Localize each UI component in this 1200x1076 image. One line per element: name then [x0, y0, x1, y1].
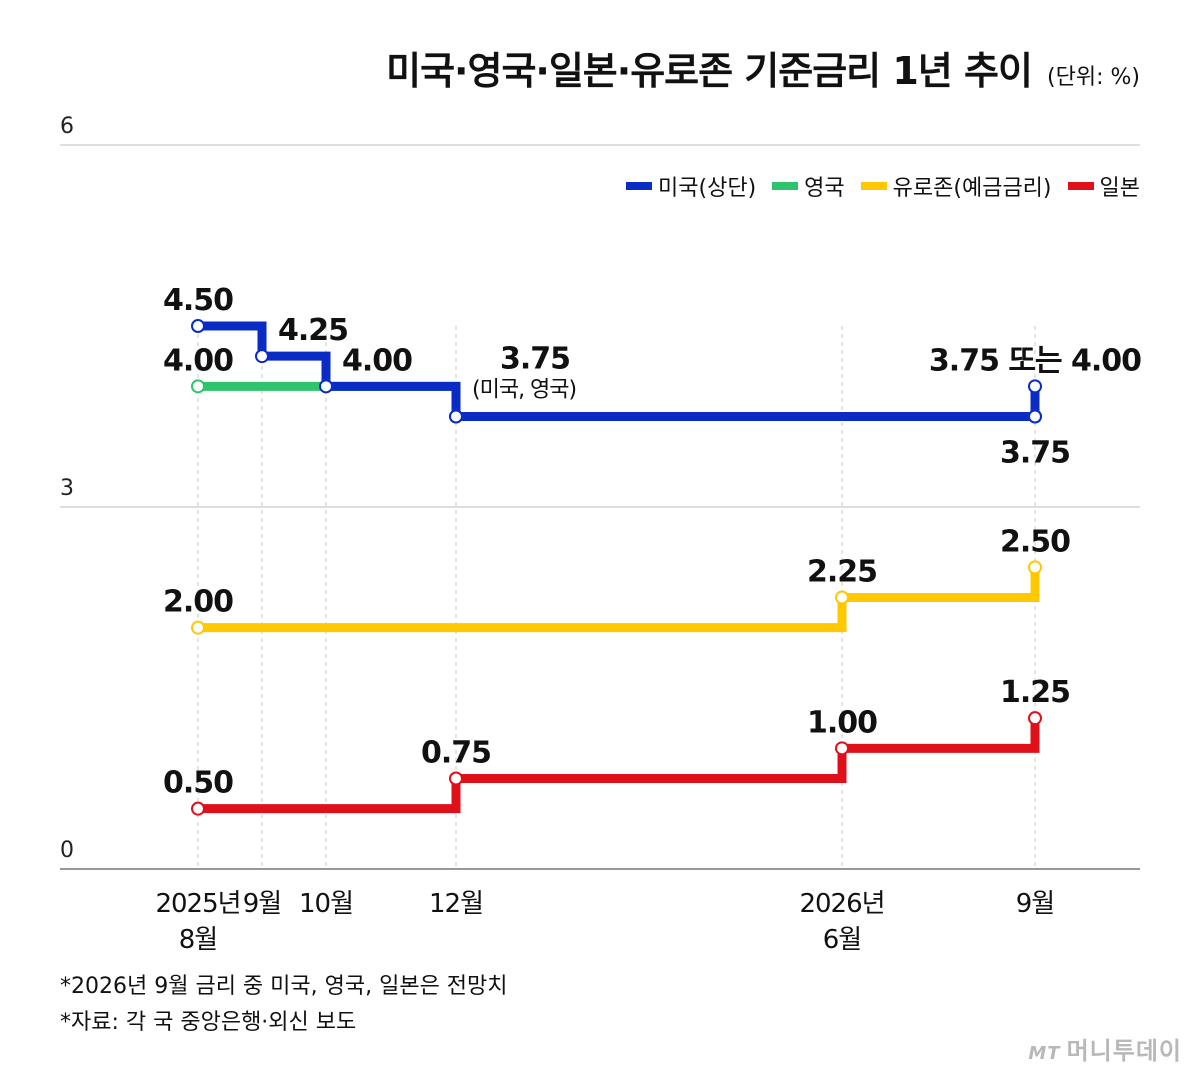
series-0-point	[255, 349, 269, 364]
x-tick-label: 6월	[823, 925, 861, 955]
legend: 미국(상단) 영국 유로존(예금금리) 일본	[626, 170, 1140, 202]
legend-label: 유로존(예금금리)	[892, 176, 1052, 201]
series-2-point	[835, 590, 849, 605]
legend-swatch	[860, 182, 887, 190]
series-2-point	[1028, 560, 1042, 575]
data-label: 4.25	[278, 313, 348, 348]
series-3-point	[191, 801, 205, 816]
legend-label: 영국	[804, 176, 845, 201]
footnote-forecast: *2026년 9월 금리 중 미국, 영국, 일본은 전망치	[60, 974, 508, 999]
x-tick-label: 9월	[243, 889, 281, 919]
series-line-2	[198, 567, 1040, 633]
series-0-point	[1028, 409, 1042, 424]
data-label: 3.75	[500, 342, 570, 377]
y-tick-label-3: 3	[60, 476, 74, 501]
legend-item: 영국	[772, 170, 845, 202]
series-0-point	[319, 379, 333, 394]
legend-item: 유로존(예금금리)	[860, 170, 1052, 202]
x-tick-label: 10월	[299, 889, 353, 919]
data-label: 4.00	[342, 343, 412, 378]
series-line-3	[198, 718, 1040, 814]
chart-title: 미국·영국·일본·유로존 기준금리 1년 추이	[386, 49, 1033, 93]
footnote-source: *자료: 각 국 중앙은행·외신 보도	[60, 1010, 357, 1035]
series-3-point	[1028, 711, 1042, 726]
x-tick-label: 2025년	[155, 889, 240, 919]
x-tick-label: 9월	[1016, 889, 1054, 919]
data-label: 2.00	[163, 585, 233, 620]
series-3-point	[449, 771, 463, 786]
data-label: 3.75 또는 4.00	[929, 343, 1141, 378]
legend-label: 미국(상단)	[658, 176, 757, 201]
legend-swatch	[772, 182, 799, 190]
legend-swatch	[1067, 182, 1094, 190]
unit-label: (단위: %)	[1047, 65, 1140, 90]
y-tick-label-0: 0	[60, 838, 74, 863]
x-tick-label: 12월	[429, 889, 483, 919]
series-0-point	[1028, 379, 1042, 394]
legend-item: 미국(상단)	[626, 170, 756, 202]
x-tick-label: 8월	[179, 925, 217, 955]
data-label: 0.75	[421, 736, 491, 771]
data-label: 4.00	[163, 343, 233, 378]
credit-logo-mark: MT	[1028, 1043, 1061, 1064]
series-1-point	[191, 379, 205, 394]
legend-label: 일본	[1099, 176, 1140, 201]
data-label: 1.25	[1000, 675, 1070, 710]
data-label: 2.25	[807, 555, 877, 590]
credit: MT 머니투데이	[1028, 1031, 1182, 1066]
title-block: 미국·영국·일본·유로존 기준금리 1년 추이 (단위: %)	[386, 40, 1140, 95]
data-label: 3.75	[1000, 436, 1070, 471]
data-label: 1.00	[807, 705, 877, 740]
x-tick-label: 2026년	[799, 889, 884, 919]
series-0-point	[449, 409, 463, 424]
credit-name: 머니투데이	[1066, 1037, 1182, 1065]
series-2-point	[191, 620, 205, 635]
data-label: 0.50	[163, 766, 233, 801]
legend-swatch	[626, 182, 653, 190]
series-3-point	[835, 741, 849, 756]
legend-item: 일본	[1067, 170, 1140, 202]
series-0-point	[191, 319, 205, 333]
data-label: (미국, 영국)	[472, 378, 576, 403]
data-label: 2.50	[1000, 524, 1070, 559]
data-label: 4.50	[163, 283, 233, 318]
y-tick-label-6: 6	[60, 114, 74, 139]
